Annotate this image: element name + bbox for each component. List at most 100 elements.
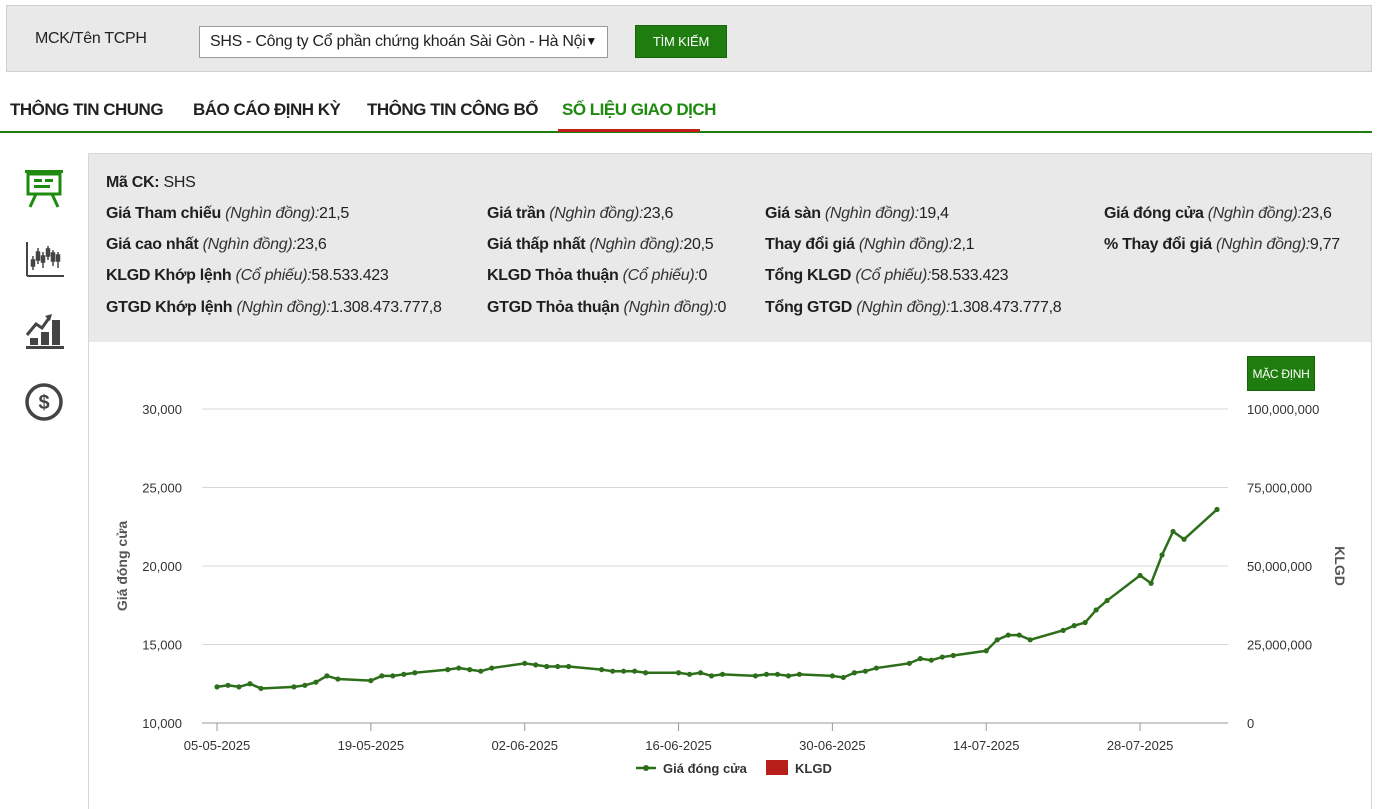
close-price-point[interactable] xyxy=(302,682,308,688)
close-price-point[interactable] xyxy=(489,665,495,671)
chevron-down-icon: ▼ xyxy=(585,34,597,48)
close-price-point[interactable] xyxy=(379,673,385,679)
close-price-point[interactable] xyxy=(258,685,264,692)
search-button[interactable]: TÌM KIẾM xyxy=(635,25,727,58)
close-price-point[interactable] xyxy=(752,673,759,679)
close-price-point[interactable] xyxy=(829,673,835,679)
close-price-point[interactable] xyxy=(313,679,319,685)
close-price-point[interactable] xyxy=(950,652,956,659)
search-label: MCK/Tên TCPH xyxy=(35,30,147,47)
info-low-price: Giá thấp nhất (Nghìn đồng):20,5 xyxy=(487,236,714,253)
close-price-point[interactable] xyxy=(566,663,572,670)
close-price-point[interactable] xyxy=(774,671,781,677)
close-price-point[interactable] xyxy=(719,671,726,677)
info-floor-price: Giá sàn (Nghìn đồng):19,4 xyxy=(765,205,949,222)
tab-trading-data[interactable]: SỐ LIỆU GIAO DỊCH xyxy=(562,100,716,119)
close-price-point[interactable] xyxy=(401,671,407,677)
y-tick-label-left: 25,000 xyxy=(142,481,182,496)
close-price-point[interactable] xyxy=(544,663,550,670)
close-price-point[interactable] xyxy=(291,684,297,690)
close-price-point[interactable] xyxy=(1016,632,1022,638)
close-price-point[interactable] xyxy=(1082,619,1088,626)
close-price-line xyxy=(216,508,1218,690)
close-price-point[interactable] xyxy=(1071,623,1077,629)
close-price-point[interactable] xyxy=(873,665,879,671)
close-price-point[interactable] xyxy=(1137,572,1143,579)
close-price-point[interactable] xyxy=(620,668,627,674)
close-price-point[interactable] xyxy=(368,678,374,684)
close-price-point[interactable] xyxy=(1170,528,1176,535)
close-price-point[interactable] xyxy=(335,676,341,682)
y-axis-label-right: KLGD xyxy=(1332,546,1348,586)
close-price-point[interactable] xyxy=(631,668,638,674)
presentation-icon[interactable] xyxy=(22,166,66,210)
close-price-point[interactable] xyxy=(686,671,693,677)
tab-general-info[interactable]: THÔNG TIN CHUNG xyxy=(10,100,164,119)
info-price-change: Thay đổi giá (Nghìn đồng):2,1 xyxy=(765,236,975,253)
close-price-point[interactable] xyxy=(522,660,528,666)
close-price-point[interactable] xyxy=(599,667,605,673)
close-price-point[interactable] xyxy=(763,671,770,677)
close-price-point[interactable] xyxy=(390,673,396,679)
close-price-point[interactable] xyxy=(236,684,242,690)
close-price-point[interactable] xyxy=(642,670,649,676)
close-price-point[interactable] xyxy=(796,671,803,677)
y-tick-label-left: 30,000 xyxy=(142,402,182,417)
info-high-price: Giá cao nhất (Nghìn đồng):23,6 xyxy=(106,236,327,253)
close-price-point[interactable] xyxy=(1214,506,1220,513)
close-price-point[interactable] xyxy=(247,681,253,687)
close-price-point[interactable] xyxy=(225,682,231,688)
legend-label-price[interactable]: Giá đóng cửa xyxy=(663,761,748,776)
close-price-point[interactable] xyxy=(478,668,484,674)
tab-periodic-reports[interactable]: BÁO CÁO ĐỊNH KỲ xyxy=(193,100,341,119)
info-negotiated-value: GTGD Thỏa thuận (Nghìn đồng):0 xyxy=(487,299,727,316)
close-price-point[interactable] xyxy=(917,656,923,662)
close-price-point[interactable] xyxy=(1148,580,1154,586)
close-price-point[interactable] xyxy=(851,670,857,676)
x-tick-label: 30-06-2025 xyxy=(799,738,866,753)
x-tick-label: 19-05-2025 xyxy=(338,738,405,753)
close-price-point[interactable] xyxy=(697,670,704,676)
close-price-point[interactable] xyxy=(1005,632,1011,638)
x-tick-label: 02-06-2025 xyxy=(491,738,558,753)
close-price-point[interactable] xyxy=(939,654,945,660)
close-price-point[interactable] xyxy=(1159,552,1165,558)
tab-disclosures[interactable]: THÔNG TIN CÔNG BỐ xyxy=(367,100,538,119)
close-price-point[interactable] xyxy=(840,674,846,681)
close-price-point[interactable] xyxy=(467,667,473,673)
close-price-point[interactable] xyxy=(412,670,418,676)
close-price-point[interactable] xyxy=(994,637,1000,643)
close-price-point[interactable] xyxy=(1104,597,1110,604)
close-price-point[interactable] xyxy=(862,668,868,674)
close-price-point[interactable] xyxy=(445,667,451,673)
close-price-point[interactable] xyxy=(533,662,539,668)
x-tick-label: 05-05-2025 xyxy=(184,738,251,753)
company-select[interactable]: SHS - Công ty Cổ phần chứng khoán Sài Gò… xyxy=(199,26,608,58)
close-price-point[interactable] xyxy=(675,670,682,676)
close-price-point[interactable] xyxy=(1093,607,1099,613)
close-price-point[interactable] xyxy=(214,684,220,690)
close-price-point[interactable] xyxy=(456,665,462,671)
close-price-point[interactable] xyxy=(1027,637,1033,643)
close-price-point[interactable] xyxy=(324,673,330,679)
reset-zoom-button[interactable]: MẶC ĐỊNH xyxy=(1247,356,1315,391)
y-tick-label-right: 25,000,000 xyxy=(1247,638,1312,653)
candlestick-chart-icon[interactable] xyxy=(22,238,66,282)
close-price-point[interactable] xyxy=(1181,536,1187,542)
close-price-point[interactable] xyxy=(1060,627,1066,633)
chart-legend: Giá đóng cửa KLGD xyxy=(636,760,832,776)
close-price-point[interactable] xyxy=(928,657,934,663)
close-price-point[interactable] xyxy=(555,663,561,670)
legend-label-volume[interactable]: KLGD xyxy=(795,761,832,776)
close-price-point[interactable] xyxy=(708,673,715,679)
info-total-value: Tổng GTGD (Nghìn đồng):1.308.473.777,8 xyxy=(765,299,1062,316)
close-price-point[interactable] xyxy=(785,673,792,679)
legend-bar-marker xyxy=(766,760,788,775)
growth-chart-icon[interactable] xyxy=(22,310,66,354)
dollar-circle-icon[interactable]: $ xyxy=(22,380,66,424)
info-close-price: Giá đóng cửa (Nghìn đồng):23,6 xyxy=(1104,205,1332,222)
close-price-point[interactable] xyxy=(610,668,616,674)
close-price-point[interactable] xyxy=(906,660,912,666)
close-price-point[interactable] xyxy=(983,648,989,654)
